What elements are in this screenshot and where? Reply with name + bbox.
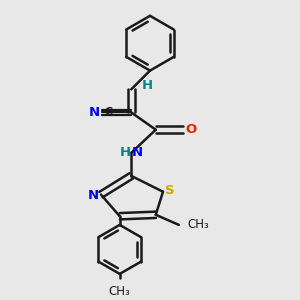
Text: H: H bbox=[142, 80, 153, 92]
Text: CH₃: CH₃ bbox=[188, 218, 209, 231]
Text: O: O bbox=[186, 123, 197, 136]
Text: N: N bbox=[87, 189, 98, 202]
Text: S: S bbox=[165, 184, 175, 197]
Text: H: H bbox=[119, 146, 130, 159]
Text: CH₃: CH₃ bbox=[109, 285, 130, 298]
Text: N: N bbox=[89, 106, 100, 119]
Text: N: N bbox=[131, 146, 142, 159]
Text: C: C bbox=[105, 106, 113, 117]
